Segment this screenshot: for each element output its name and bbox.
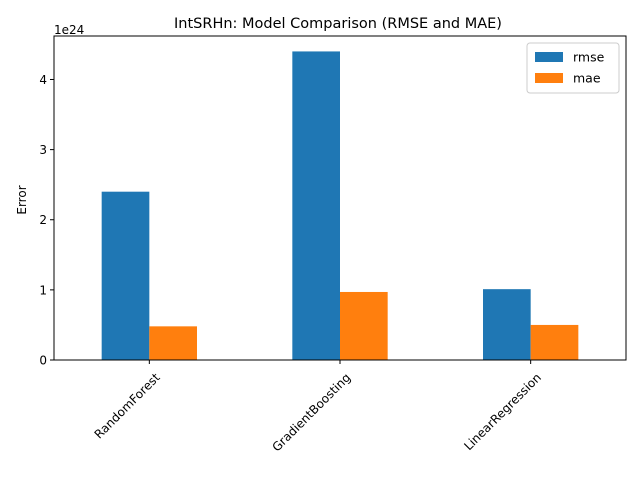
y-tick-label: 0 xyxy=(39,354,47,368)
legend-swatch-mae xyxy=(535,73,563,83)
y-tick-label: 2 xyxy=(39,213,47,227)
legend-swatch-rmse xyxy=(535,52,563,62)
x-tick-label: RandomForest xyxy=(92,370,163,441)
bar-rmse-RandomForest xyxy=(101,191,150,360)
bar-mae-GradientBoosting xyxy=(340,291,388,360)
chart-title: IntSRHn: Model Comparison (RMSE and MAE) xyxy=(174,16,502,32)
legend-label-rmse: rmse xyxy=(573,50,605,65)
x-tick-label: LinearRegression xyxy=(461,370,544,453)
legend: rmse mae xyxy=(526,42,620,94)
bar-mae-RandomForest xyxy=(149,326,197,360)
y-axis-offset-label: 1e24 xyxy=(54,23,84,37)
bar-rmse-GradientBoosting xyxy=(292,51,340,361)
bar-mae-LinearRegression xyxy=(530,324,579,360)
y-axis-label: Error xyxy=(15,185,29,214)
legend-label-mae: mae xyxy=(573,71,601,86)
y-tick-label: 1 xyxy=(39,283,47,297)
bar-rmse-LinearRegression xyxy=(483,289,531,360)
x-tick-label: GradientBoosting xyxy=(269,370,353,454)
y-tick-label: 4 xyxy=(39,73,47,87)
y-tick-label: 3 xyxy=(39,143,47,157)
bars-layer xyxy=(101,51,579,361)
